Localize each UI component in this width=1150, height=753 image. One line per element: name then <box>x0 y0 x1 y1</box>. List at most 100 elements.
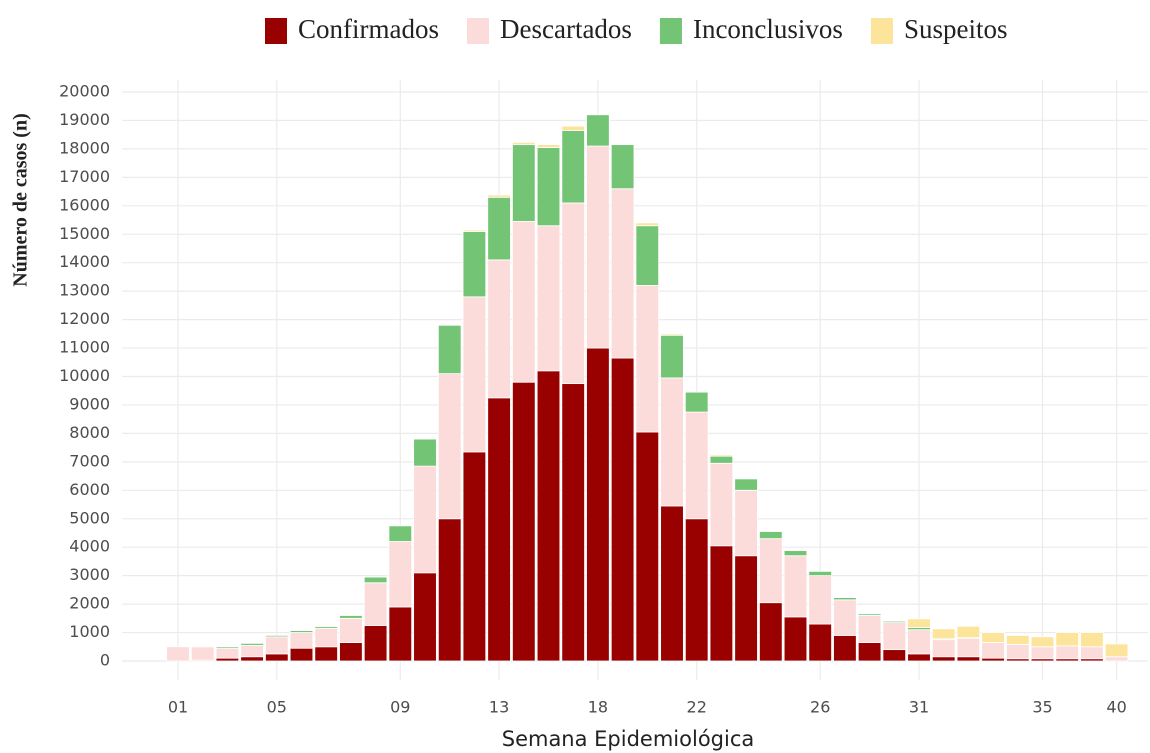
legend-swatch <box>265 18 287 44</box>
bar-segment <box>956 637 981 658</box>
bar-segment <box>635 225 660 286</box>
x-tick-label: 09 <box>390 698 410 717</box>
bar-segment <box>586 347 610 662</box>
y-tick-label: 5000 <box>69 508 110 527</box>
bar-segment <box>215 657 240 662</box>
bar-segment <box>388 606 413 662</box>
bar-segment <box>1006 644 1030 660</box>
bar-segment <box>240 642 264 646</box>
x-tick-label: 18 <box>588 698 608 717</box>
bar-segment <box>536 370 561 662</box>
y-tick-label: 14000 <box>59 252 110 271</box>
bar-segment <box>709 454 734 457</box>
x-tick-label: 13 <box>489 698 509 717</box>
bar-segment <box>956 625 981 639</box>
y-tick-label: 13000 <box>59 281 110 300</box>
bar-segment <box>981 632 1005 643</box>
bar-segment <box>265 636 289 655</box>
x-tick-label: 26 <box>810 698 830 717</box>
y-tick-label: 9000 <box>69 394 110 413</box>
bar-segment <box>1030 636 1055 648</box>
bar-segment <box>931 656 956 662</box>
bar-segment <box>462 231 487 298</box>
bar-segment <box>1104 656 1129 662</box>
bar-segment <box>413 438 437 467</box>
y-tick-label: 12000 <box>59 309 110 328</box>
bar-segment <box>882 622 907 651</box>
bar-segment <box>660 334 684 379</box>
bar-segment <box>314 626 338 629</box>
y-tick-label: 18000 <box>59 138 110 157</box>
bar-segment <box>1006 634 1030 645</box>
bar-segment <box>536 147 561 227</box>
bar-segment <box>462 229 487 232</box>
y-tick-label: 20000 <box>59 82 110 101</box>
bar-segment <box>363 576 388 584</box>
bar-segment <box>388 541 413 608</box>
bar-segment <box>388 525 413 542</box>
bar-segment <box>487 194 511 198</box>
bar-segment <box>931 628 956 640</box>
y-tick-label: 1000 <box>69 622 110 641</box>
bar-segment <box>265 634 289 638</box>
bar-segment <box>1080 632 1104 648</box>
bar-segment <box>981 642 1005 659</box>
bar-segment <box>1080 646 1104 660</box>
y-tick-label: 3000 <box>69 565 110 584</box>
bar-segment <box>660 505 684 662</box>
bar-segment <box>907 653 931 662</box>
bar-segment <box>709 462 734 547</box>
bar-segment <box>684 411 709 520</box>
bar-segment <box>1104 643 1129 658</box>
bar-segment <box>536 144 561 148</box>
legend: Confirmados Descartados Inconclusivos Suspe… <box>265 14 1007 44</box>
bar-segment <box>462 451 487 662</box>
grid <box>122 80 1148 680</box>
bar-segment <box>437 373 462 520</box>
y-tick-label: 15000 <box>59 224 110 243</box>
legend-label: Confirmados <box>298 14 439 44</box>
bar-segment <box>660 333 684 336</box>
x-tick-label: 05 <box>267 698 287 717</box>
bar-segment <box>808 623 832 662</box>
bar-segment <box>190 645 215 648</box>
bar-segment <box>339 642 363 662</box>
x-tick-label: 01 <box>168 698 188 717</box>
legend-swatch <box>467 18 489 44</box>
bar-segment <box>882 649 907 662</box>
bar-segment <box>660 377 684 507</box>
bar-segment <box>166 646 190 662</box>
bar-segment <box>857 612 882 615</box>
bar-segment <box>586 145 610 349</box>
bar-segment <box>684 518 709 662</box>
bar-segment <box>512 381 536 662</box>
bar-segment <box>462 296 487 453</box>
y-tick-label: 8000 <box>69 423 110 442</box>
bar-segment <box>487 259 511 399</box>
bar-segment <box>808 575 832 625</box>
bar-segment <box>759 538 783 604</box>
y-tick-label: 11000 <box>59 338 110 357</box>
legend-label: Inconclusivos <box>693 14 843 44</box>
bar-segment <box>314 646 338 662</box>
bar-segment <box>610 188 635 359</box>
y-tick-label: 6000 <box>69 480 110 499</box>
bar-segment <box>289 630 314 633</box>
x-tick-label: 40 <box>1106 698 1126 717</box>
bar-segment <box>833 596 857 598</box>
y-tick-label: 16000 <box>59 195 110 214</box>
bar-segment <box>833 634 857 662</box>
bar-segment <box>759 531 783 540</box>
legend-swatch <box>870 18 893 44</box>
bar-segment <box>759 602 783 662</box>
bar-segment <box>1055 632 1079 647</box>
y-tick-label: 19000 <box>59 110 110 129</box>
bar-segment <box>1030 646 1055 660</box>
bar-segment <box>215 646 240 649</box>
bar-segment <box>314 627 338 648</box>
bar-segment <box>512 144 536 222</box>
bar-segment <box>265 653 289 662</box>
bar-segment <box>289 647 314 662</box>
bar-segment <box>956 656 981 662</box>
